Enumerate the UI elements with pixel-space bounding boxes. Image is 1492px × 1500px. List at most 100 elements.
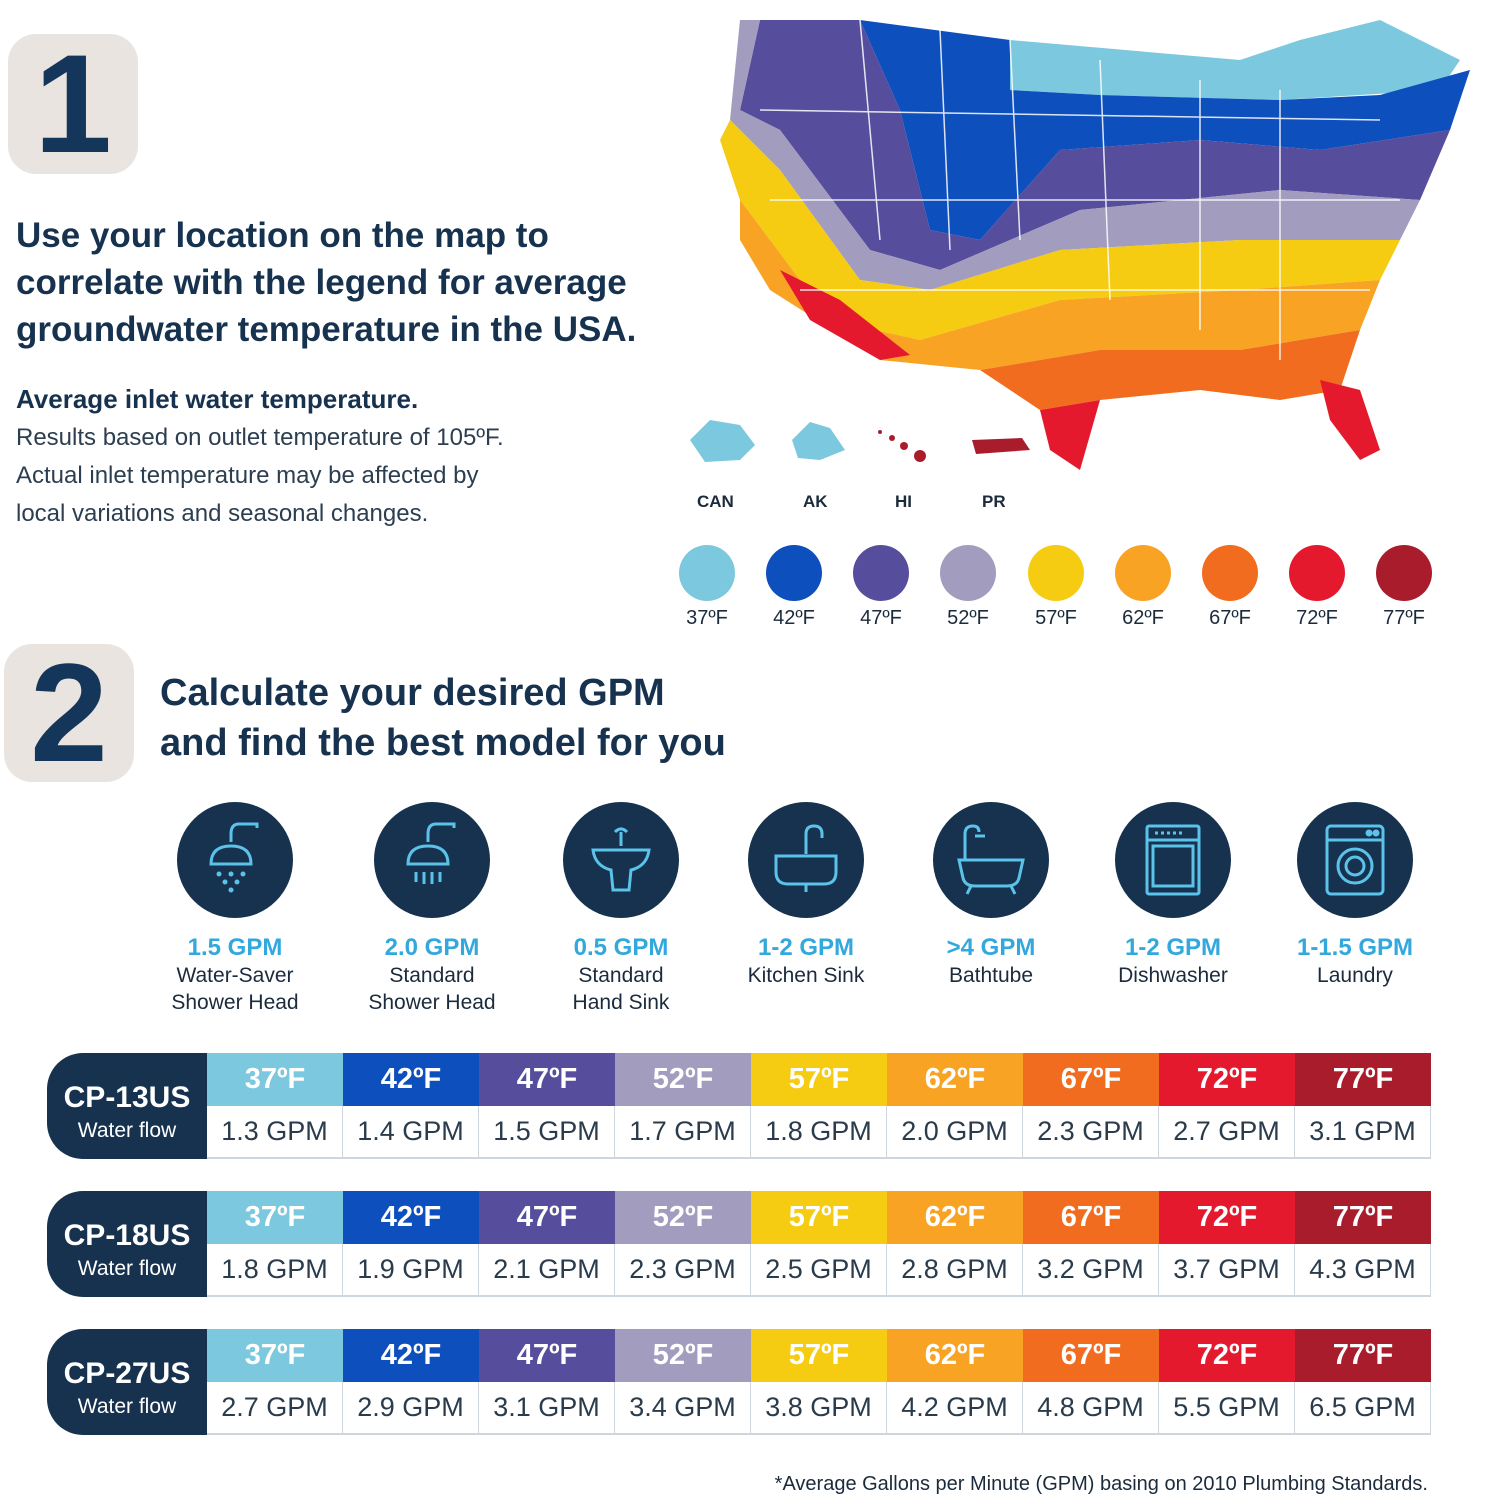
fixture-name: Standard [578,964,664,987]
temperature-row: 37ºF 42ºF 47ºF 52ºF 57ºF 62ºF 67ºF 72ºF … [207,1053,1431,1106]
temp-cell: 67ºF [1023,1329,1159,1382]
temp-cell: 72ºF [1159,1191,1295,1244]
shower-head-icon [177,802,293,918]
fixture-laundry: 1-1.5 GPM Laundry [1255,802,1455,989]
inlet-temperature-subhead: Average inlet water temperature. [16,384,419,414]
map-region-72 [1320,380,1380,460]
gpm-cell: 1.5 GPM [479,1106,615,1157]
temp-cell: 77ºF [1295,1191,1431,1244]
legend-item: 62ºF [1108,545,1178,630]
temperature-row: 37ºF 42ºF 47ºF 52ºF 57ºF 62ºF 67ºF 72ºF … [207,1191,1431,1244]
gpm-cell: 1.3 GPM [207,1106,343,1157]
legend-label: 62ºF [1122,607,1164,629]
temp-cell: 62ºF [887,1329,1023,1382]
fixture-gpm: 1-1.5 GPM [1296,934,1414,961]
legend-item: 47ºF [846,545,916,630]
headline-line: Use your location on the map to [16,216,549,255]
gpm-cell: 1.4 GPM [343,1106,479,1157]
puerto-rico-inset [972,438,1030,454]
map-region-67 [980,330,1360,410]
model-label: CP-27US Water flow [47,1329,207,1435]
temp-cell: 47ºF [479,1191,615,1244]
alaska-inset [792,422,845,460]
fixture-name: Bathtube [948,964,1034,987]
fixture-kitchen-sink: 1-2 GPM Kitchen Sink [706,802,906,989]
temp-cell: 37ºF [207,1053,343,1106]
temp-cell: 72ºF [1159,1053,1295,1106]
gpm-row: 2.7 GPM 2.9 GPM 3.1 GPM 3.4 GPM 3.8 GPM … [207,1382,1431,1435]
legend-swatch [1115,545,1171,601]
fixture-name: Laundry [1317,964,1393,987]
footnote: *Average Gallons per Minute (GPM) basing… [774,1473,1428,1495]
gpm-cell: 2.3 GPM [1023,1106,1159,1157]
fixture-gpm: 2.0 GPM [384,934,480,961]
legend-label: 72ºF [1296,607,1338,629]
gpm-cell: 1.8 GPM [207,1244,343,1295]
gpm-cell: 2.3 GPM [615,1244,751,1295]
fixture-gpm: >4 GPM [946,934,1036,961]
model-name: CP-27US [63,1357,191,1390]
legend-label: 57ºF [1035,607,1077,629]
fixture-hand-sink: 0.5 GPM Standard Hand Sink [521,802,721,1016]
gpm-cell: 1.8 GPM [751,1106,887,1157]
step-1-headline: Use your location on the map to correlat… [16,212,636,353]
gpm-cell: 3.1 GPM [1295,1106,1431,1157]
gpm-cell: 4.2 GPM [887,1382,1023,1433]
gpm-cell: 1.9 GPM [343,1244,479,1295]
temp-cell: 67ºF [1023,1191,1159,1244]
fixture-name: Dishwasher [1118,964,1228,987]
model-table-cp-13us: CP-13US Water flow 37ºF 42ºF 47ºF 52ºF 5… [47,1053,1431,1159]
shower-head-icon [374,802,490,918]
gpm-cell: 4.8 GPM [1023,1382,1159,1433]
temp-cell: 47ºF [479,1053,615,1106]
kitchen-sink-icon [748,802,864,918]
step-2-headline: Calculate your desired GPM and find the … [160,668,726,768]
gpm-cell: 4.3 GPM [1295,1244,1431,1295]
temp-cell: 42ºF [343,1329,479,1382]
legend-label: 77ºF [1383,607,1425,629]
temp-cell: 42ºF [343,1053,479,1106]
temp-cell: 57ºF [751,1329,887,1382]
gpm-cell: 3.4 GPM [615,1382,751,1433]
legend-label: 42ºF [773,607,815,629]
model-subtitle: Water flow [77,1119,177,1142]
temp-cell: 67ºF [1023,1053,1159,1106]
map-region-42 [860,20,1470,240]
legend-swatch [940,545,996,601]
temp-cell: 52ºF [615,1329,751,1382]
legend-label: 67ºF [1209,607,1251,629]
gpm-row: 1.8 GPM 1.9 GPM 2.1 GPM 2.3 GPM 2.5 GPM … [207,1244,1431,1297]
fixture-name: Water-Saver [176,964,294,987]
legend-swatch [1289,545,1345,601]
legend-label: 52ºF [947,607,989,629]
legend-swatch [1202,545,1258,601]
legend-swatch [1028,545,1084,601]
temperature-row: 37ºF 42ºF 47ºF 52ºF 57ºF 62ºF 67ºF 72ºF … [207,1329,1431,1382]
legend-label: 37ºF [686,607,728,629]
temp-cell: 77ºF [1295,1053,1431,1106]
territory-label-can: CAN [697,492,734,511]
model-table-cp-27us: CP-27US Water flow 37ºF 42ºF 47ºF 52ºF 5… [47,1329,1431,1435]
temp-cell: 72ºF [1159,1329,1295,1382]
territory-label-ak: AK [803,492,828,511]
gpm-row: 1.3 GPM 1.4 GPM 1.5 GPM 1.7 GPM 1.8 GPM … [207,1106,1431,1159]
step-1-badge: 1 [8,34,138,174]
gpm-cell: 2.8 GPM [887,1244,1023,1295]
headline-line: groundwater temperature in the USA. [16,310,637,349]
legend-item: 72ºF [1282,545,1352,630]
canada-inset [690,420,755,462]
temp-cell: 57ºF [751,1053,887,1106]
step-2-badge: 2 [4,643,134,783]
gpm-cell: 2.7 GPM [207,1382,343,1433]
fixture-name: Shower Head [368,991,496,1014]
gpm-cell: 5.5 GPM [1159,1382,1295,1433]
gpm-cell: 2.9 GPM [343,1382,479,1433]
bathtub-icon [933,802,1049,918]
body-text-line: local variations and seasonal changes. [16,500,429,527]
fixture-name: Hand Sink [572,991,670,1014]
map-region-72 [1040,400,1100,470]
gpm-cell: 3.7 GPM [1159,1244,1295,1295]
fixture-gpm: 1.5 GPM [187,934,283,961]
legend-item: 67ºF [1195,545,1265,630]
model-label: CP-13US Water flow [47,1053,207,1159]
